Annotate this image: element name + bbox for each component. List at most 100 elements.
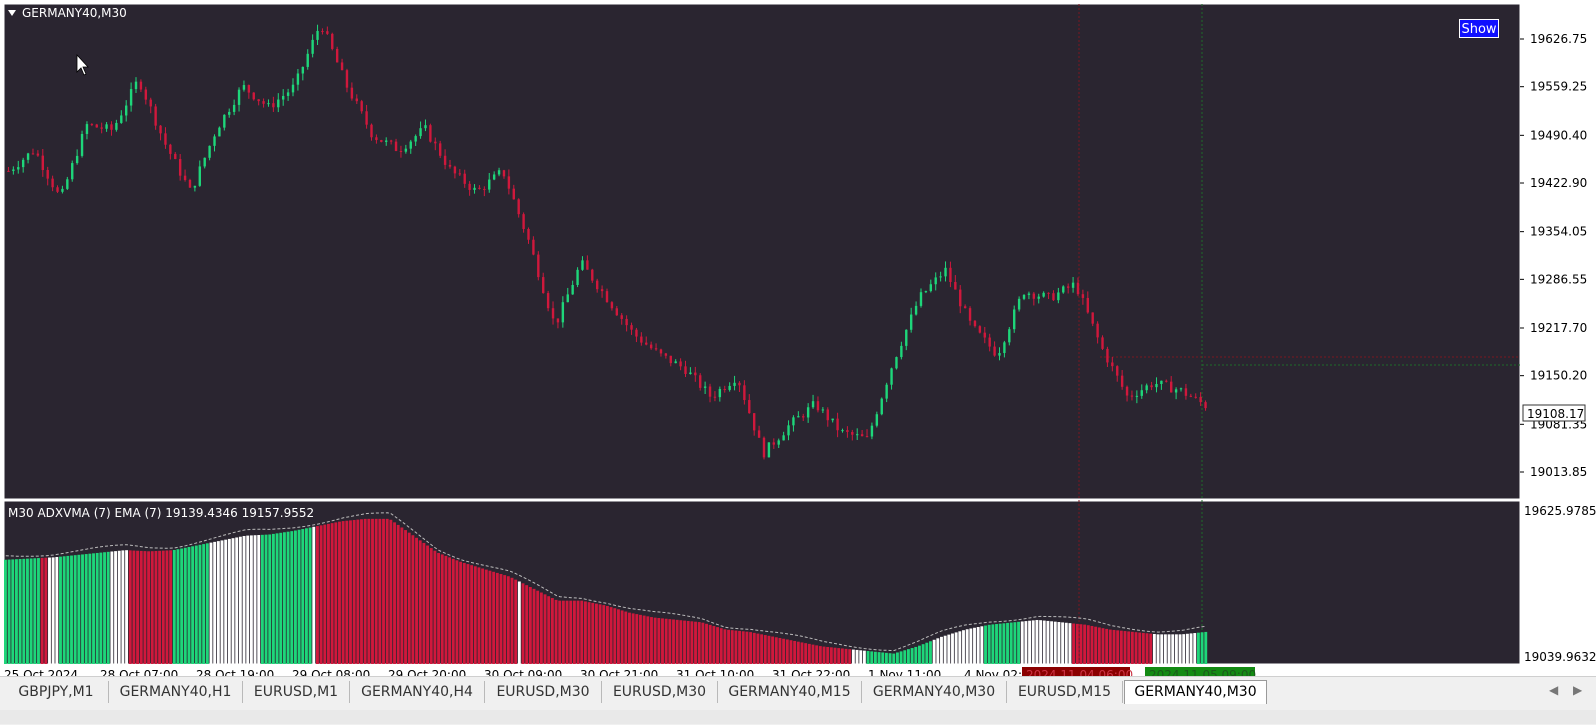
histogram-bar (969, 628, 973, 664)
crosshair (1078, 4, 1520, 664)
candle-body (1184, 388, 1188, 396)
histogram-bar (576, 600, 580, 664)
histogram-bar (635, 614, 639, 664)
candle-body (242, 85, 246, 90)
histogram-bar (550, 598, 554, 664)
histogram-bar (554, 599, 558, 664)
collapse-triangle-icon[interactable] (8, 10, 16, 16)
histogram-bar (1031, 620, 1035, 664)
histogram-bar (305, 528, 308, 664)
histogram-bar (1204, 631, 1208, 664)
histogram-bar (653, 617, 657, 664)
candle-body (1106, 348, 1109, 363)
candle-body (762, 437, 766, 458)
histogram-bar (407, 532, 411, 664)
candle-body (473, 187, 476, 190)
histogram-bar (639, 614, 642, 664)
candle-body (797, 416, 800, 418)
candle-body (944, 267, 947, 277)
candle-body (483, 188, 486, 190)
histogram-bar (393, 522, 396, 664)
histogram-bar (558, 600, 562, 664)
candle-body (71, 163, 74, 180)
tab-eurusd-m30-b[interactable]: EURUSD,M30 (602, 681, 718, 703)
candle-body (154, 106, 157, 126)
candle-body (635, 329, 638, 337)
candle-body (802, 416, 805, 418)
histogram-bar (1119, 630, 1123, 664)
tab-eurusd-m30-a[interactable]: EURUSD,M30 (485, 681, 602, 703)
candle-body (649, 344, 653, 349)
candle-body (929, 284, 933, 292)
tab-eurusd-m1[interactable]: EURUSD,M1 (243, 681, 350, 703)
histogram-bar (697, 622, 701, 664)
candle-body (149, 99, 152, 107)
histogram-bar (260, 534, 264, 664)
candle-body (389, 140, 393, 142)
histogram-bar (1193, 633, 1197, 664)
histogram-bar (561, 600, 565, 664)
tab-germany40-m15[interactable]: GERMANY40,M15 (718, 681, 862, 703)
candle-body (120, 115, 123, 123)
chart-window[interactable]: GERMANY40,M30 M30 ADXVMA (7) EMA (7) 191… (0, 0, 1596, 682)
candle-body (326, 31, 329, 34)
tab-scroll-left-icon[interactable]: ◀ (1549, 683, 1559, 697)
chart-canvas[interactable]: GERMANY40,M30 M30 ADXVMA (7) EMA (7) 191… (0, 0, 1596, 682)
main-chart-background[interactable] (3, 3, 1521, 500)
candle-body (1179, 388, 1183, 390)
candle-body (144, 89, 148, 100)
tab-scroll-right-icon[interactable]: ▶ (1573, 683, 1583, 697)
histogram-bar (363, 518, 367, 664)
histogram-bar (1013, 622, 1017, 664)
histogram-bar (48, 557, 51, 664)
show-button[interactable]: Show (1459, 19, 1499, 38)
histogram-bar (338, 521, 341, 664)
candle-body (468, 183, 471, 190)
histogram-bar (1072, 623, 1076, 664)
time-axis-label: 30 Oct 21:00 (580, 668, 658, 676)
candle-body (870, 425, 874, 437)
histogram-bar (264, 534, 268, 664)
price-axis-label: 19422.90 (1530, 176, 1587, 190)
time-axis-label: 28 Oct 19:00 (196, 668, 274, 676)
candle-body (860, 434, 864, 437)
histogram-bar (440, 554, 444, 664)
candle-body (497, 170, 501, 175)
candle-body (949, 267, 952, 282)
histogram-bar (965, 629, 969, 664)
histogram-bar (143, 551, 147, 664)
candle-body (1086, 297, 1089, 313)
histogram-bar (150, 551, 154, 664)
tab-germany40-h1[interactable]: GERMANY40,H1 (109, 681, 243, 703)
candle-body (174, 153, 177, 160)
histogram-bar (1053, 621, 1057, 664)
candle-body (806, 407, 810, 418)
histogram-bar (323, 524, 327, 664)
candle-body (1022, 294, 1026, 299)
histogram-bar (216, 541, 220, 664)
tab-germany40-h4[interactable]: GERMANY40,H4 (350, 681, 485, 703)
candle-body (924, 291, 928, 293)
histogram-bar (727, 629, 731, 664)
tab-germany40-m30-a[interactable]: GERMANY40,M30 (862, 681, 1007, 703)
candle-body (262, 101, 265, 104)
candle-body (782, 435, 785, 441)
tab-germany40-m30-active[interactable]: GERMANY40,M30 (1124, 680, 1267, 704)
histogram-bar (1017, 621, 1020, 664)
histogram-bar (701, 622, 705, 664)
histogram-bar (371, 518, 374, 664)
tab-gbpjpy-m1[interactable]: GBPJPY,M1 (4, 681, 109, 703)
histogram-bar (580, 600, 584, 664)
histogram-bar (1050, 621, 1054, 664)
histogram-bar (139, 550, 143, 664)
tab-eurusd-m15[interactable]: EURUSD,M15 (1007, 681, 1123, 703)
candle-body (1091, 312, 1094, 324)
candle-body (1066, 286, 1070, 288)
candle-body (605, 291, 609, 303)
candle-body (561, 302, 565, 323)
candle-body (875, 414, 879, 426)
histogram-bar (1057, 622, 1061, 664)
histogram-bar (194, 545, 198, 664)
histogram-bar (892, 653, 896, 664)
candle-body (208, 145, 211, 158)
